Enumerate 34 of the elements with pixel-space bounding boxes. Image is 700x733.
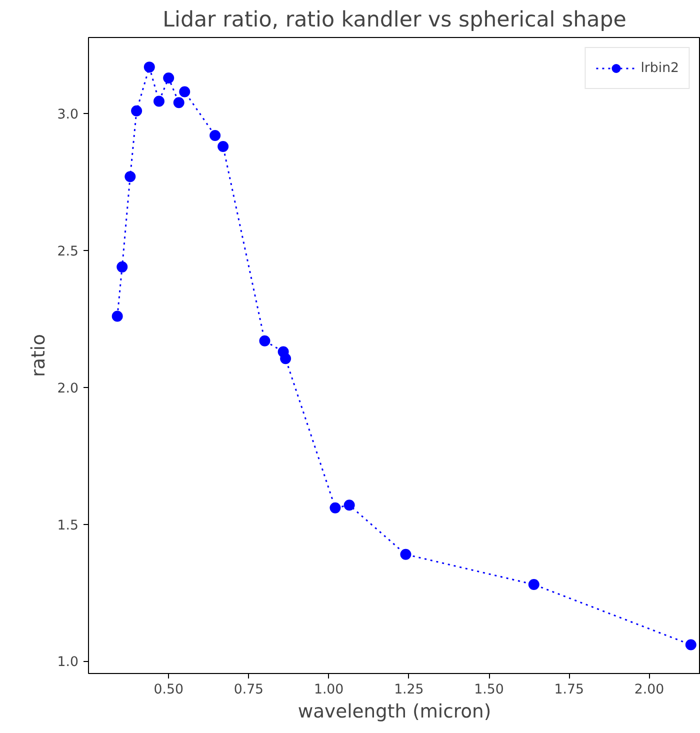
chart-title: Lidar ratio, ratio kandler vs spherical shape [162, 8, 626, 32]
x-tick-label: 1.50 [474, 682, 504, 698]
point [259, 335, 270, 346]
point [210, 130, 221, 142]
legend-label: lrbin2 [640, 60, 679, 76]
y-tick-label: 2.0 [57, 381, 79, 396]
point [685, 639, 696, 650]
point [116, 261, 128, 272]
x-tick-label: 0.75 [234, 682, 264, 698]
y-tick-label: 2.5 [57, 244, 79, 260]
y-tick-label: 1.0 [57, 655, 79, 670]
y-tick-label: 3.0 [57, 108, 79, 123]
y-tick-label: 1.5 [57, 518, 79, 534]
point [124, 171, 136, 182]
point [179, 86, 190, 98]
point [163, 72, 174, 84]
point [280, 353, 292, 364]
point [344, 500, 355, 511]
point [218, 140, 229, 152]
x-tick-label: 1.75 [554, 682, 584, 698]
x-tick-label: 1.25 [394, 682, 424, 698]
point [400, 548, 412, 560]
point [153, 96, 164, 107]
point [112, 310, 123, 322]
x-axis-title: wavelength (micron) [298, 702, 492, 722]
point [131, 105, 142, 116]
point [144, 62, 155, 73]
y-axis-title: ratio [28, 334, 50, 378]
point [173, 97, 184, 108]
point [528, 579, 540, 590]
x-tick-label: 1.00 [314, 682, 344, 698]
x-tick-label: 0.50 [154, 682, 184, 698]
point [330, 502, 341, 514]
x-tick-label: 2.00 [634, 682, 664, 698]
